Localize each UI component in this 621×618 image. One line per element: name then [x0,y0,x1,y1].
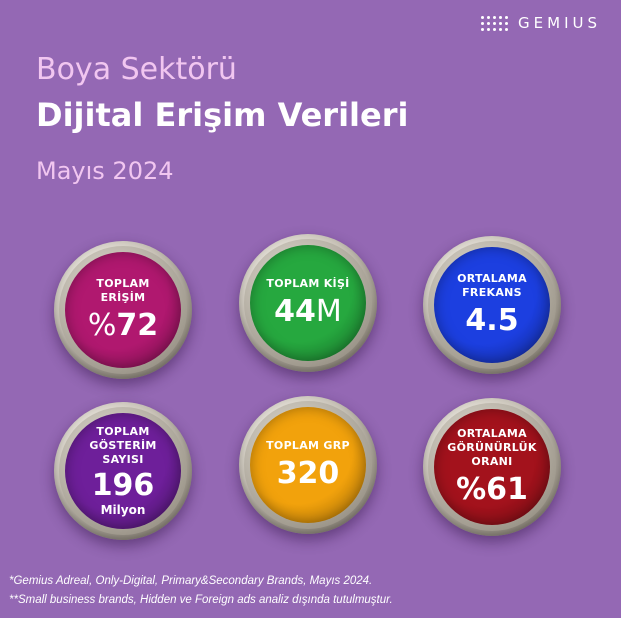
title-line-1: Boya Sektörü [36,52,237,87]
metric-unit: Milyon [100,503,146,517]
metric-can-avg-frequency: ORTALAMA FREKANS 4.5 [423,236,561,374]
metric-can-total-people: TOPLAM KİŞİ 44M [239,234,377,372]
metric-total-impressions: TOPLAM GÖSTERİM SAYISI 196 Milyon [65,413,181,529]
metric-label: TOPLAM KİŞİ [266,277,350,290]
metric-can-total-reach: TOPLAM ERİŞİM %72 [54,241,192,379]
metric-value: 320 [276,456,340,491]
metric-value: %72 [87,308,159,343]
footnote-exclusions: **Small business brands, Hidden ve Forei… [9,594,393,606]
metric-avg-viewability: ORTALAMA GÖRÜNÜRLÜK ORANI %61 [434,409,550,525]
metric-total-people: TOPLAM KİŞİ 44M [250,245,366,361]
metric-can-total-grp: TOPLAM GRP 320 [239,396,377,534]
metric-can-avg-viewability: ORTALAMA GÖRÜNÜRLÜK ORANI %61 [423,398,561,536]
title-line-2: Dijital Erişim Verileri [36,96,409,134]
metric-value: %61 [456,472,528,507]
brand-logo: GEMIUS [481,14,601,32]
metric-value: 4.5 [465,303,519,338]
metric-label: TOPLAM ERİŞİM [96,277,150,304]
metric-label: TOPLAM GRP [266,439,350,452]
gemius-dots-icon [481,15,509,31]
metric-value: 44M [274,294,342,329]
metric-total-reach: TOPLAM ERİŞİM %72 [65,252,181,368]
subtitle: Mayıs 2024 [36,157,174,185]
metric-label: TOPLAM GÖSTERİM SAYISI [89,425,157,466]
metric-label: ORTALAMA GÖRÜNÜRLÜK ORANI [447,427,537,468]
brand-name: GEMIUS [518,14,601,32]
metric-label: ORTALAMA FREKANS [457,272,527,299]
footnote-source: *Gemius Adreal, Only-Digital, Primary&Se… [9,575,373,587]
metric-total-grp: TOPLAM GRP 320 [250,407,366,523]
metric-avg-frequency: ORTALAMA FREKANS 4.5 [434,247,550,363]
metric-value: 196 [91,468,155,503]
metric-can-total-impressions: TOPLAM GÖSTERİM SAYISI 196 Milyon [54,402,192,540]
